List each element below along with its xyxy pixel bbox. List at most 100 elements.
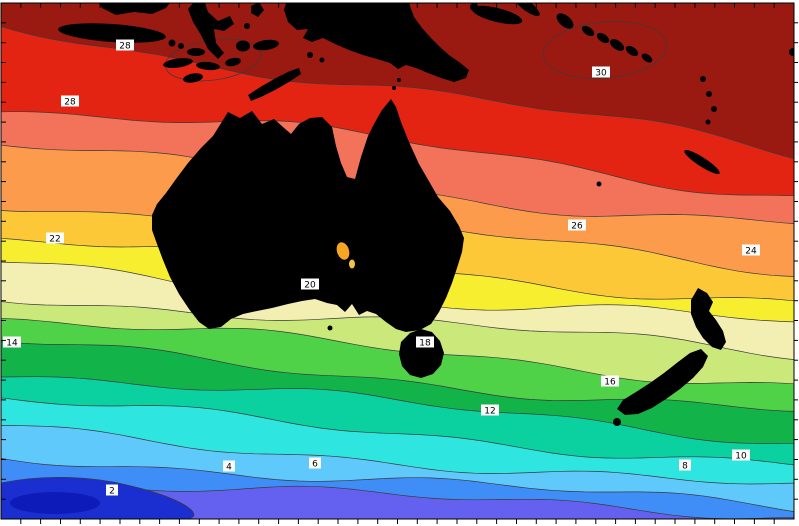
contour-label-text: 14 xyxy=(6,338,18,348)
land-vanuatu-4 xyxy=(705,119,711,125)
land-buru xyxy=(236,40,250,52)
lake-eyre xyxy=(336,242,350,260)
contour-label-text: 26 xyxy=(571,221,583,231)
contour-label: 26 xyxy=(568,219,586,231)
land-solomon-1 xyxy=(581,25,595,37)
contour-label-box xyxy=(3,336,21,348)
isotherm-8 xyxy=(1,425,794,485)
contour-label-text: 22 xyxy=(49,234,60,244)
contour-label-text: 20 xyxy=(304,280,316,290)
band-6-8 xyxy=(1,425,794,512)
contour-label-text: 8 xyxy=(682,461,688,471)
land-bougainville xyxy=(556,13,574,29)
contour-label-box xyxy=(742,244,760,256)
land-java xyxy=(58,23,166,43)
land-kangaroo-island xyxy=(327,325,333,331)
contour-label-text: 28 xyxy=(64,97,76,107)
contour-label-text: 4 xyxy=(226,462,232,472)
land-solomon-4 xyxy=(625,45,639,57)
lake-torrens xyxy=(349,259,355,269)
land-lesser-sunda-1 xyxy=(163,58,193,68)
land-seram xyxy=(253,39,279,51)
contour-label-text: 24 xyxy=(745,246,757,256)
band-14-16 xyxy=(1,318,794,412)
contour-label: 12 xyxy=(481,404,499,416)
land-sumbawa xyxy=(187,48,205,56)
contour-label: 28 xyxy=(61,95,79,107)
band-4-6 xyxy=(1,458,794,519)
land-vanuatu-3 xyxy=(711,106,717,112)
contour-label: 22 xyxy=(46,232,64,244)
land-new-guinea xyxy=(284,3,469,82)
band-10-12 xyxy=(1,376,794,465)
band-28-30 xyxy=(1,26,794,196)
contour-label-box xyxy=(481,404,499,416)
contour-label: 2 xyxy=(106,484,118,496)
contour-label-text: 6 xyxy=(312,459,318,469)
land-solomon-3 xyxy=(609,39,625,51)
contour-label-box xyxy=(309,457,321,469)
contour-label-box xyxy=(601,375,619,387)
contour-label-text: 10 xyxy=(735,451,747,461)
isotherm-6 xyxy=(1,457,794,512)
land-lombok xyxy=(178,43,184,49)
contour-label-text: 30 xyxy=(595,68,607,78)
land-vanuatu-2 xyxy=(706,91,712,97)
land-halmahera xyxy=(251,3,264,17)
isotherm-30 xyxy=(1,26,794,160)
contour-label-box xyxy=(61,95,79,107)
contour-label-box xyxy=(301,278,319,290)
land-aru-2 xyxy=(319,57,325,63)
contour-label: 14 xyxy=(3,336,21,348)
land-sulawesi xyxy=(188,3,234,59)
contour-label: 20 xyxy=(301,278,319,290)
contour-label: 16 xyxy=(601,375,619,387)
contour-label: 30 xyxy=(592,66,610,78)
contour-label-box xyxy=(116,39,134,51)
isotherm-10 xyxy=(1,397,794,466)
land-halmahera-south xyxy=(244,23,250,29)
land-bali xyxy=(168,39,176,47)
contour-label-box xyxy=(223,460,235,472)
contour-label-text: 28 xyxy=(119,41,131,51)
cold-pool-core xyxy=(10,492,100,514)
contour-label-box xyxy=(106,484,118,496)
closed-isotherm-30 xyxy=(542,21,668,79)
land-aru-1 xyxy=(307,52,313,58)
contour-label-text: 2 xyxy=(109,486,115,496)
band-8-10 xyxy=(1,397,794,484)
contour-label-text: 18 xyxy=(419,338,431,348)
contour-label: 10 xyxy=(732,449,750,461)
land-borneo-south-coast xyxy=(98,3,170,15)
land-fiji xyxy=(789,48,794,56)
contour-labels: 28 30 28 26 22 24 20 14 18 16 12 10 6 4 8 2 xyxy=(3,39,760,496)
land-new-britain xyxy=(471,5,523,25)
contour-label-box xyxy=(568,219,586,231)
land-solomon-2 xyxy=(596,32,610,44)
band-2-4 xyxy=(1,483,794,519)
contour-label: 24 xyxy=(742,244,760,256)
land-solomon-5 xyxy=(641,53,653,63)
contour-label-box xyxy=(46,232,64,244)
land-australia xyxy=(152,99,464,332)
band-12-14 xyxy=(1,341,794,444)
land-new-zealand-north-island xyxy=(691,288,726,350)
contour-label: 4 xyxy=(223,460,235,472)
land-new-ireland xyxy=(512,3,540,17)
land-torres-strait-1 xyxy=(392,86,396,90)
land-torres-strait-2 xyxy=(397,78,401,82)
contour-label: 18 xyxy=(416,336,434,348)
isotherm-12 xyxy=(1,376,794,444)
contour-label: 6 xyxy=(309,457,321,469)
landmass-layer xyxy=(58,3,794,426)
contour-label-text: 16 xyxy=(604,377,616,387)
land-new-caledonia xyxy=(684,149,720,175)
land-bismarck-west xyxy=(470,3,478,11)
land-coral-sea-island xyxy=(596,181,602,187)
contour-label-text: 12 xyxy=(484,406,495,416)
land-timor xyxy=(248,68,301,101)
